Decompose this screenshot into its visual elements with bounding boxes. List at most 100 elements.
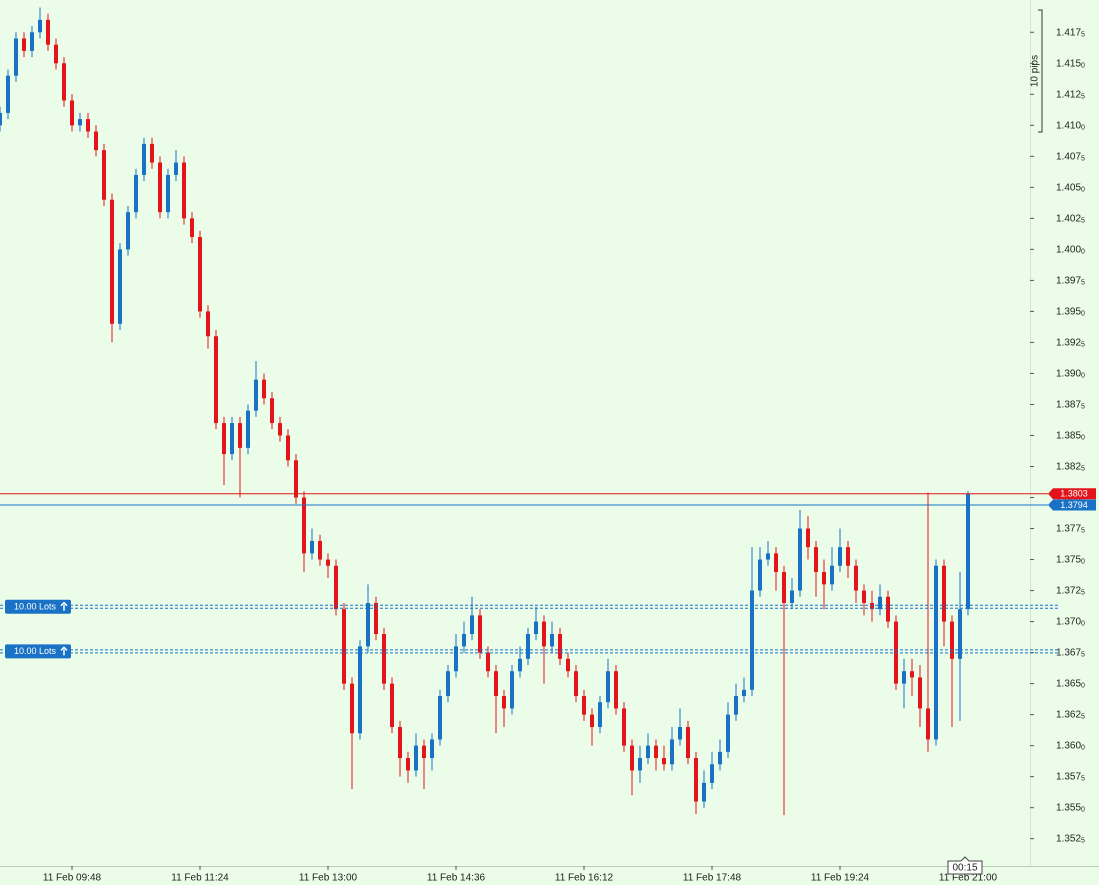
candles <box>0 7 970 816</box>
y-tick-label: 1.3775 <box>1056 523 1085 534</box>
candle-body <box>262 379 266 399</box>
candle-body <box>318 540 322 560</box>
candle-body <box>494 671 498 697</box>
candle-body <box>758 559 762 591</box>
candle-body <box>22 38 26 51</box>
candle-body <box>166 174 170 213</box>
candle-body <box>46 19 50 45</box>
candle-body <box>622 708 626 746</box>
y-tick-label: 1.4000 <box>1056 244 1085 255</box>
candle-body <box>238 423 242 448</box>
candle-body <box>590 714 594 728</box>
candle-body <box>390 683 394 728</box>
candle-body <box>310 540 314 554</box>
candle-body <box>278 423 282 436</box>
candle-body <box>502 696 506 709</box>
candle-body <box>686 727 690 759</box>
candle-body <box>822 571 826 585</box>
candle-body <box>54 44 58 64</box>
y-tick-label: 1.4075 <box>1056 151 1085 162</box>
candle-body <box>942 565 946 622</box>
candle-body <box>926 708 930 740</box>
y-tick-label: 1.3675 <box>1056 647 1085 658</box>
candle-body <box>654 745 658 759</box>
candle-body <box>806 528 810 548</box>
candle-body <box>294 460 298 498</box>
y-tick-label: 1.3975 <box>1056 275 1085 286</box>
candle-body <box>222 423 226 455</box>
candle-body <box>6 75 10 113</box>
candle-body <box>246 410 250 448</box>
candle-body <box>374 602 378 634</box>
candle-body <box>718 751 722 765</box>
candle-body <box>470 615 474 634</box>
scale-bar <box>1038 9 1043 133</box>
x-tick-label: 11 Feb 09:48 <box>43 873 102 884</box>
timer-text: 00:15 <box>952 863 977 874</box>
candle-body <box>270 398 274 424</box>
candle-body <box>142 143 146 175</box>
candle-body <box>598 702 602 728</box>
candle-body <box>398 727 402 759</box>
candle-body <box>150 143 154 163</box>
candle-body <box>886 596 890 622</box>
candle-body <box>158 162 162 213</box>
candle-body <box>526 633 530 659</box>
candle-body <box>694 758 698 802</box>
candle-body <box>910 671 914 678</box>
candle-body <box>78 119 82 126</box>
candle-body <box>966 493 970 610</box>
candle-body <box>334 565 338 610</box>
candle-body <box>430 739 434 759</box>
y-tick-label: 1.3550 <box>1056 802 1085 813</box>
candle-body <box>542 621 546 647</box>
y-tick-label: 1.3575 <box>1056 771 1085 782</box>
candle-body <box>566 658 570 672</box>
candle-body <box>462 633 466 647</box>
y-tick-label: 1.3825 <box>1056 461 1085 472</box>
candle-body <box>326 559 330 566</box>
y-tick-label: 1.4100 <box>1056 120 1085 131</box>
candle-body <box>790 590 794 603</box>
x-tick-label: 11 Feb 17:48 <box>683 873 742 884</box>
y-tick-label: 1.3875 <box>1056 399 1085 410</box>
candle-body <box>110 199 114 324</box>
candle-body <box>214 336 218 424</box>
candle-body <box>862 590 866 603</box>
y-tick-label: 1.4050 <box>1056 182 1085 193</box>
candle-body <box>62 63 66 101</box>
candle-body <box>126 212 130 250</box>
y-tick-label: 1.3750 <box>1056 554 1085 565</box>
candle-body <box>550 633 554 647</box>
y-tick-label: 1.3950 <box>1056 306 1085 317</box>
candle-body <box>582 696 586 715</box>
candle-body <box>846 547 850 566</box>
price-label: 1.3794 <box>1060 500 1088 510</box>
x-tick-label: 11 Feb 13:00 <box>299 873 358 884</box>
candle-body <box>478 615 482 653</box>
y-tick-label: 1.3650 <box>1056 678 1085 689</box>
candle-body <box>558 633 562 659</box>
y-tick-label: 1.3925 <box>1056 337 1085 348</box>
y-tick-label: 1.3850 <box>1056 430 1085 441</box>
candle-body <box>710 764 714 783</box>
order-label: 10.00 Lots <box>14 646 57 656</box>
y-tick-label: 1.3700 <box>1056 616 1085 627</box>
candle-body <box>38 19 42 33</box>
candle-body <box>102 150 106 200</box>
candle-body <box>118 249 122 324</box>
order-tag <box>5 599 71 614</box>
candle-body <box>454 646 458 672</box>
candle-body <box>574 671 578 697</box>
candle-body <box>350 683 354 734</box>
candle-body <box>486 652 490 672</box>
candle-body <box>702 782 706 802</box>
candle-body <box>814 547 818 572</box>
candle-body <box>446 671 450 697</box>
candle-body <box>870 602 874 610</box>
candle-body <box>950 621 954 659</box>
candle-body <box>438 696 442 740</box>
candle-body <box>606 671 610 703</box>
